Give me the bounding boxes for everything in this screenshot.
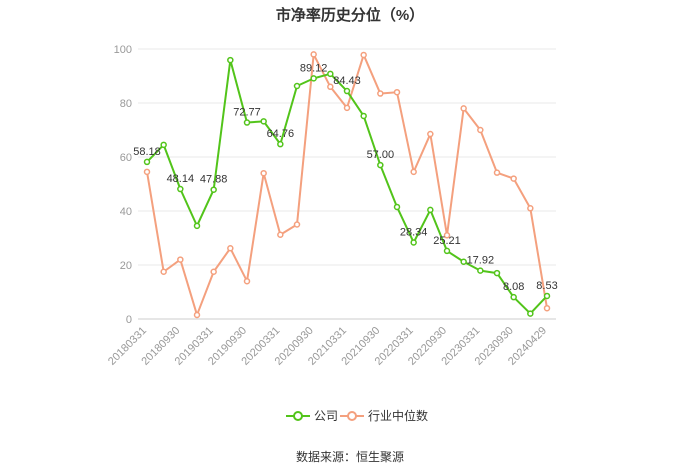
data-point-industry-median[interactable] <box>227 245 234 252</box>
data-point-industry-median[interactable] <box>243 277 251 285</box>
legend-item-industry-median[interactable]: 行业中位数 <box>340 408 428 423</box>
data-point-company[interactable] <box>443 247 451 255</box>
data-point-industry-median[interactable] <box>177 256 184 263</box>
legend: 公司 行业中位数 <box>286 408 428 423</box>
data-label: 8.08 <box>503 281 524 293</box>
data-point-industry-median[interactable] <box>143 168 151 176</box>
data-label: 47.88 <box>200 174 228 186</box>
data-point-company[interactable] <box>493 269 501 277</box>
x-axis-ticks: 2018033120180930201903312019093020200331… <box>106 325 549 368</box>
data-point-company[interactable] <box>177 185 184 193</box>
data-source: 数据来源：恒生聚源 <box>296 449 404 464</box>
data-point-company[interactable] <box>410 239 417 246</box>
data-label: 64.76 <box>267 128 295 140</box>
data-point-industry-median[interactable] <box>477 126 484 134</box>
data-point-company[interactable] <box>227 56 234 64</box>
data-point-industry-median[interactable] <box>493 169 501 176</box>
data-point-industry-median[interactable] <box>510 175 517 182</box>
chart-title: 市净率历史分位（%） <box>276 6 424 24</box>
data-point-industry-median[interactable] <box>360 51 367 59</box>
data-point-industry-median[interactable] <box>327 83 334 91</box>
y-tick-label: 40 <box>120 206 132 218</box>
data-point-company[interactable] <box>160 141 167 149</box>
data-point-company[interactable] <box>243 119 251 126</box>
data-point-industry-median[interactable] <box>427 130 434 138</box>
data-label: 25.21 <box>433 235 461 247</box>
data-point-industry-median[interactable] <box>393 88 401 96</box>
legend-label-industry-median: 行业中位数 <box>368 408 428 423</box>
data-point-company[interactable] <box>143 158 151 166</box>
data-point-industry-median[interactable] <box>277 231 284 239</box>
data-point-company[interactable] <box>377 161 384 169</box>
data-label: 8.53 <box>536 280 557 292</box>
data-label: 89.12 <box>300 62 328 74</box>
data-point-industry-median[interactable] <box>310 51 317 58</box>
data-point-industry-median[interactable] <box>210 268 217 275</box>
data-point-industry-median[interactable] <box>443 232 451 239</box>
data-point-industry-median[interactable] <box>160 268 167 275</box>
data-point-industry-median[interactable] <box>377 90 384 97</box>
data-point-company[interactable] <box>260 118 267 125</box>
data-label: 28.34 <box>400 226 428 238</box>
data-point-company[interactable] <box>510 293 517 301</box>
data-point-industry-median[interactable] <box>410 168 417 176</box>
data-point-company[interactable] <box>460 258 467 266</box>
legend-item-company[interactable]: 公司 <box>286 409 338 423</box>
data-point-industry-median[interactable] <box>460 105 467 112</box>
series-line-company <box>146 59 548 315</box>
data-point-company[interactable] <box>427 206 434 214</box>
data-point-company[interactable] <box>343 87 351 95</box>
data-label: 17.92 <box>467 255 495 267</box>
data-labels: 58.18 48.14 47.88 72.77 64.76 89.12 84.43 57.00… <box>133 62 557 293</box>
y-tick-label: 20 <box>120 260 132 272</box>
data-point-company[interactable] <box>360 112 367 120</box>
data-point-industry-median[interactable] <box>343 104 351 112</box>
data-label: 84.43 <box>333 75 361 87</box>
y-axis-ticks: 0 20 40 60 80 100 <box>114 44 132 326</box>
data-point-industry-median[interactable] <box>260 169 267 177</box>
data-point-company[interactable] <box>527 310 534 317</box>
data-point-company[interactable] <box>277 140 284 148</box>
series-lines <box>143 51 551 319</box>
data-point-industry-median[interactable] <box>293 221 301 228</box>
data-point-company[interactable] <box>477 267 484 274</box>
y-tick-label: 80 <box>120 98 132 110</box>
legend-marker-industry-median <box>347 411 357 421</box>
data-point-company[interactable] <box>193 222 201 230</box>
y-tick-label: 60 <box>120 152 132 164</box>
data-point-company[interactable] <box>543 292 551 300</box>
data-point-company[interactable] <box>327 70 334 78</box>
legend-label-company: 公司 <box>314 409 338 423</box>
y-tick-label: 0 <box>126 314 132 326</box>
y-tick-label: 100 <box>114 44 132 56</box>
legend-marker-company <box>293 411 303 421</box>
data-point-company[interactable] <box>293 82 301 90</box>
data-point-industry-median[interactable] <box>543 304 551 312</box>
data-point-industry-median[interactable] <box>193 311 201 319</box>
data-label: 48.14 <box>167 173 195 185</box>
data-point-industry-median[interactable] <box>527 205 534 212</box>
data-point-company[interactable] <box>210 186 217 193</box>
data-label: 72.77 <box>233 107 261 119</box>
data-point-company[interactable] <box>393 203 401 211</box>
data-label: 58.18 <box>133 146 161 158</box>
grid-lines <box>138 48 556 320</box>
data-label: 57.00 <box>367 149 395 161</box>
data-point-company[interactable] <box>310 75 317 82</box>
